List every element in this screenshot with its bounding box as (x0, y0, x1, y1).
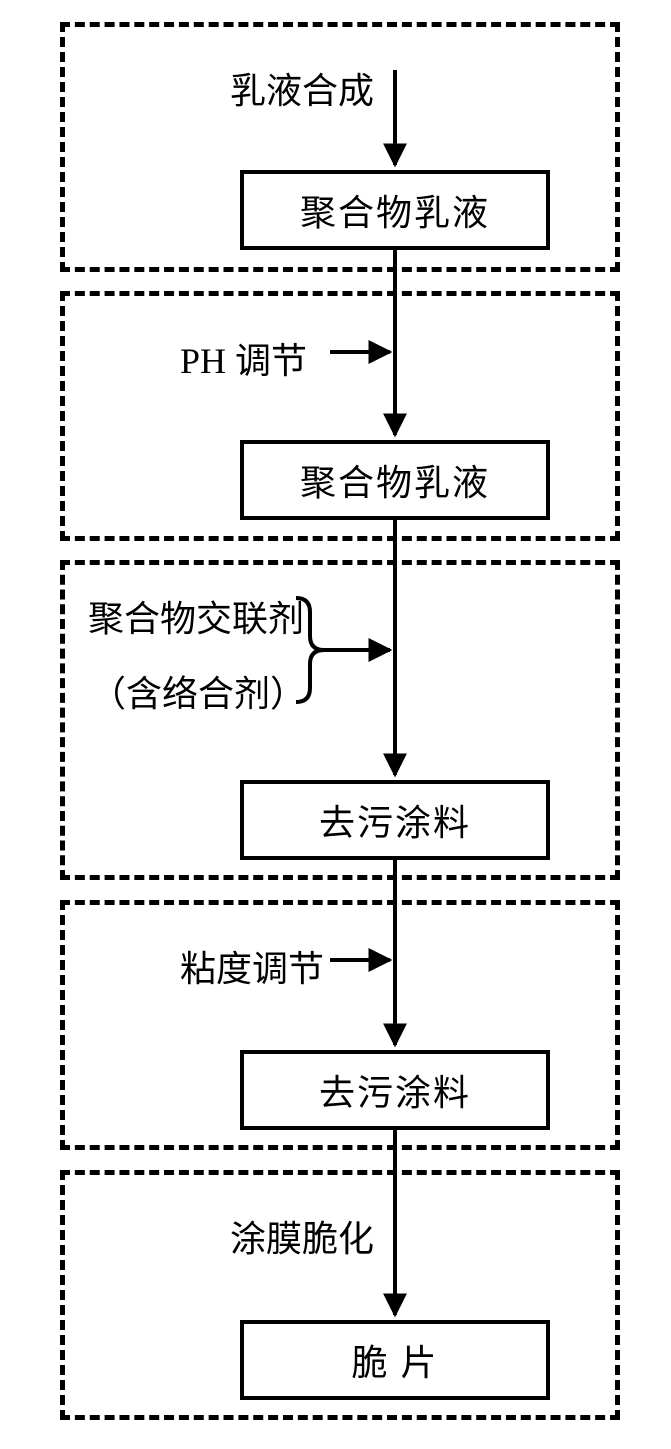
box-label: 去污涂料 (319, 794, 471, 846)
label-crosslinker-line2: （含络合剂） (90, 665, 306, 717)
box-label: 去污涂料 (319, 1064, 471, 1116)
box-polymer-emulsion-1: 聚合物乳液 (240, 170, 550, 250)
box-label: 聚合物乳液 (300, 184, 490, 236)
label-crosslinker-line1: 聚合物交联剂 (88, 590, 304, 642)
box-brittle-flake: 脆 片 (240, 1320, 550, 1400)
flowchart-canvas: 聚合物乳液 聚合物乳液 去污涂料 去污涂料 脆 片 乳液合成 PH 调节 聚合物… (0, 0, 671, 1449)
label-ph-adjustment: PH 调节 (180, 332, 307, 384)
box-label: 聚合物乳液 (300, 454, 490, 506)
label-emulsion-synthesis: 乳液合成 (230, 62, 374, 114)
box-decon-coating-2: 去污涂料 (240, 1050, 550, 1130)
label-film-embrittlement: 涂膜脆化 (230, 1210, 374, 1262)
box-polymer-emulsion-2: 聚合物乳液 (240, 440, 550, 520)
label-viscosity-adjustment: 粘度调节 (180, 940, 324, 992)
box-label: 脆 片 (351, 1334, 438, 1386)
box-decon-coating-1: 去污涂料 (240, 780, 550, 860)
